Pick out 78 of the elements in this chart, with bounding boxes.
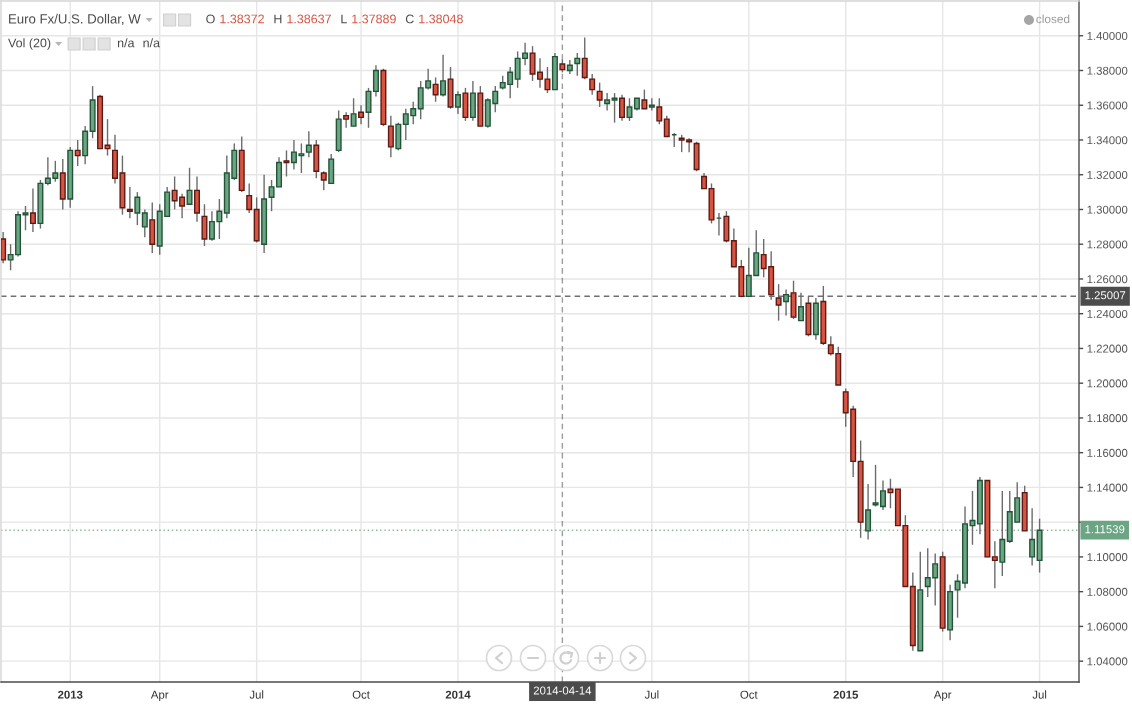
y-tick-label: 1.20000: [1087, 379, 1128, 388]
candlestick: [387, 114, 394, 159]
candlestick: [141, 208, 148, 238]
candlestick: [104, 118, 111, 157]
candlestick: [358, 104, 365, 126]
candlestick: [611, 92, 618, 124]
candlestick: [305, 130, 312, 159]
annotation: n/a: [117, 38, 135, 48]
candlestick: [134, 191, 141, 226]
candlestick: [991, 540, 998, 589]
x-tick-label: Apr: [150, 690, 169, 701]
candlestick: [350, 97, 357, 127]
candlestick: [581, 36, 588, 80]
candlestick: [626, 97, 633, 122]
candlestick: [589, 73, 596, 96]
y-tick-label: 1.14000: [1087, 483, 1128, 492]
annotation: closed: [1036, 14, 1070, 24]
candlestick: [186, 167, 193, 205]
x-tick-label: 2014: [445, 690, 471, 699]
y-tick-label: 1.34000: [1087, 136, 1128, 145]
candlestick: [440, 54, 447, 98]
y-tick-label: 1.38000: [1087, 66, 1128, 75]
candlestick: [343, 111, 350, 129]
y-tick-label: 1.22000: [1087, 344, 1128, 353]
annotation: Vol (20): [8, 38, 51, 50]
candlestick: [283, 149, 290, 178]
y-tick-label: 1.40000: [1087, 31, 1128, 40]
y-tick-label: 1.28000: [1087, 240, 1128, 249]
candlestick: [641, 88, 648, 110]
y-tick-label: 1.16000: [1087, 448, 1128, 457]
candlestick: [1, 231, 7, 265]
annotation: O 1.38372: [206, 14, 264, 24]
y-tick-label: 1.18000: [1087, 414, 1128, 423]
text: Euro Fx/U.S. Dollar, W: [9, 13, 141, 26]
candlestick: [604, 92, 611, 112]
candlestick: [596, 81, 603, 108]
x-tick-label: Apr: [933, 690, 952, 701]
candlestick: [783, 288, 790, 317]
candlestick: [201, 203, 208, 247]
candlestick: [619, 94, 626, 122]
candlestick: [454, 90, 461, 115]
y-tick-label: 1.26000: [1087, 275, 1128, 284]
y-tick-label: 1.30000: [1087, 205, 1128, 214]
candlestick: [656, 97, 663, 126]
x-tick-label: Oct: [352, 690, 370, 699]
annotation: H 1.38637: [274, 14, 331, 24]
y-tick-label: 1.08000: [1087, 587, 1128, 596]
candlestick: [887, 478, 894, 509]
candlestick: [320, 170, 327, 192]
candlestick: [74, 139, 81, 167]
ref-line-label: 1.25007: [1085, 291, 1126, 300]
x-tick-label: Jul: [1032, 690, 1047, 699]
candlestick: [126, 186, 133, 219]
candlestick: [663, 114, 670, 138]
y-tick-label: 1.24000: [1087, 309, 1128, 318]
candlestick: [775, 283, 782, 322]
y-tick-label: 1.06000: [1087, 622, 1128, 631]
annotation: n/a: [143, 38, 160, 48]
candlestick: [29, 187, 36, 233]
candlestick: [797, 292, 804, 322]
candlestick: [574, 52, 581, 77]
candlestick: [432, 76, 439, 103]
y-tick-label: 1.36000: [1087, 101, 1128, 110]
x-tick-label: Jul: [644, 690, 659, 699]
x-tick-label: Oct: [740, 690, 758, 699]
ref-line-label: 1.11539: [1085, 525, 1125, 534]
y-tick-label: 1.10000: [1087, 553, 1128, 562]
annotation: L 1.37889: [341, 14, 396, 24]
candlestick: [648, 97, 655, 112]
x-tick-label: 2015: [833, 690, 859, 699]
ref-line-label: 2014-04-14: [533, 686, 592, 695]
x-tick-label: 2013: [57, 690, 83, 699]
x-tick-label: Jul: [249, 690, 264, 699]
y-tick-label: 1.04000: [1087, 657, 1128, 666]
annotation: C 1.38048: [405, 14, 463, 24]
y-tick-label: 1.32000: [1087, 170, 1128, 179]
candlestick: [246, 182, 253, 214]
candlestick: [193, 175, 201, 223]
